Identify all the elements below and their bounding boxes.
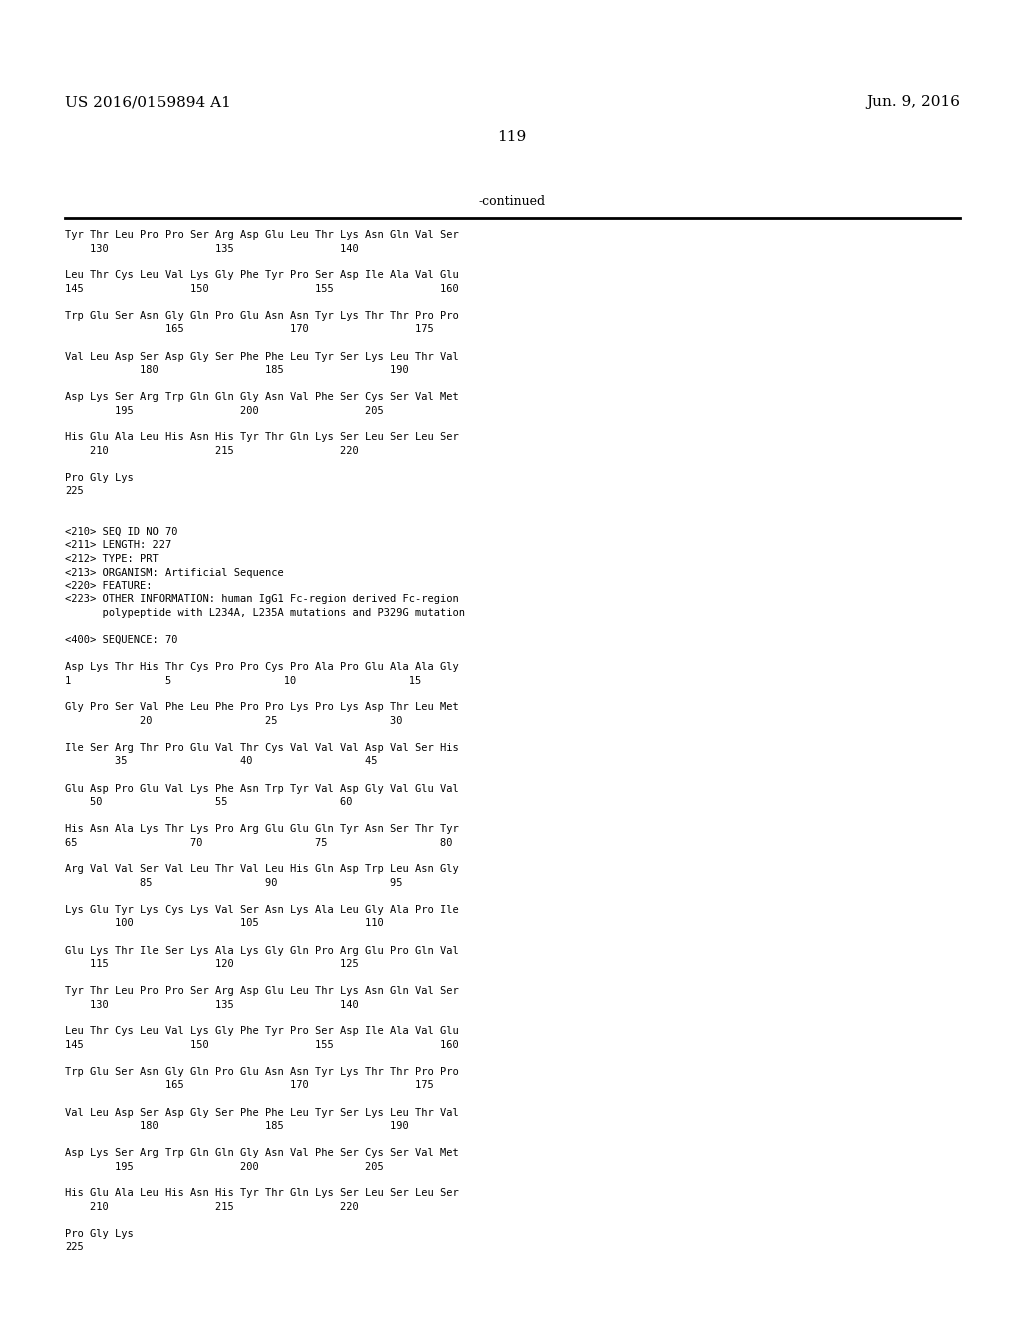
Text: Leu Thr Cys Leu Val Lys Gly Phe Tyr Pro Ser Asp Ile Ala Val Glu: Leu Thr Cys Leu Val Lys Gly Phe Tyr Pro …: [65, 271, 459, 281]
Text: 210                 215                 220: 210 215 220: [65, 1203, 358, 1212]
Text: 165                 170                 175: 165 170 175: [65, 325, 434, 334]
Text: Glu Lys Thr Ile Ser Lys Ala Lys Gly Gln Pro Arg Glu Pro Gln Val: Glu Lys Thr Ile Ser Lys Ala Lys Gly Gln …: [65, 945, 459, 956]
Text: 180                 185                 190: 180 185 190: [65, 366, 409, 375]
Text: Lys Glu Tyr Lys Cys Lys Val Ser Asn Lys Ala Leu Gly Ala Pro Ile: Lys Glu Tyr Lys Cys Lys Val Ser Asn Lys …: [65, 906, 459, 915]
Text: 100                 105                 110: 100 105 110: [65, 919, 384, 928]
Text: His Glu Ala Leu His Asn His Tyr Thr Gln Lys Ser Leu Ser Leu Ser: His Glu Ala Leu His Asn His Tyr Thr Gln …: [65, 1188, 459, 1199]
Text: Asp Lys Thr His Thr Cys Pro Pro Cys Pro Ala Pro Glu Ala Ala Gly: Asp Lys Thr His Thr Cys Pro Pro Cys Pro …: [65, 663, 459, 672]
Text: 145                 150                 155                 160: 145 150 155 160: [65, 1040, 459, 1049]
Text: 225: 225: [65, 487, 84, 496]
Text: Tyr Thr Leu Pro Pro Ser Arg Asp Glu Leu Thr Lys Asn Gln Val Ser: Tyr Thr Leu Pro Pro Ser Arg Asp Glu Leu …: [65, 986, 459, 997]
Text: 145                 150                 155                 160: 145 150 155 160: [65, 284, 459, 294]
Text: 130                 135                 140: 130 135 140: [65, 999, 358, 1010]
Text: 225: 225: [65, 1242, 84, 1253]
Text: 130                 135                 140: 130 135 140: [65, 243, 358, 253]
Text: Arg Val Val Ser Val Leu Thr Val Leu His Gln Asp Trp Leu Asn Gly: Arg Val Val Ser Val Leu Thr Val Leu His …: [65, 865, 459, 874]
Text: 65                  70                  75                  80: 65 70 75 80: [65, 837, 453, 847]
Text: His Asn Ala Lys Thr Lys Pro Arg Glu Glu Gln Tyr Asn Ser Thr Tyr: His Asn Ala Lys Thr Lys Pro Arg Glu Glu …: [65, 824, 459, 834]
Text: <211> LENGTH: 227: <211> LENGTH: 227: [65, 540, 171, 550]
Text: Ile Ser Arg Thr Pro Glu Val Thr Cys Val Val Val Asp Val Ser His: Ile Ser Arg Thr Pro Glu Val Thr Cys Val …: [65, 743, 459, 752]
Text: Val Leu Asp Ser Asp Gly Ser Phe Phe Leu Tyr Ser Lys Leu Thr Val: Val Leu Asp Ser Asp Gly Ser Phe Phe Leu …: [65, 1107, 459, 1118]
Text: polypeptide with L234A, L235A mutations and P329G mutation: polypeptide with L234A, L235A mutations …: [65, 609, 465, 618]
Text: Glu Asp Pro Glu Val Lys Phe Asn Trp Tyr Val Asp Gly Val Glu Val: Glu Asp Pro Glu Val Lys Phe Asn Trp Tyr …: [65, 784, 459, 793]
Text: Trp Glu Ser Asn Gly Gln Pro Glu Asn Asn Tyr Lys Thr Thr Pro Pro: Trp Glu Ser Asn Gly Gln Pro Glu Asn Asn …: [65, 1067, 459, 1077]
Text: <212> TYPE: PRT: <212> TYPE: PRT: [65, 554, 159, 564]
Text: <220> FEATURE:: <220> FEATURE:: [65, 581, 153, 591]
Text: Tyr Thr Leu Pro Pro Ser Arg Asp Glu Leu Thr Lys Asn Gln Val Ser: Tyr Thr Leu Pro Pro Ser Arg Asp Glu Leu …: [65, 230, 459, 240]
Text: 210                 215                 220: 210 215 220: [65, 446, 358, 455]
Text: Leu Thr Cys Leu Val Lys Gly Phe Tyr Pro Ser Asp Ile Ala Val Glu: Leu Thr Cys Leu Val Lys Gly Phe Tyr Pro …: [65, 1027, 459, 1036]
Text: US 2016/0159894 A1: US 2016/0159894 A1: [65, 95, 230, 110]
Text: 20                  25                  30: 20 25 30: [65, 715, 402, 726]
Text: Gly Pro Ser Val Phe Leu Phe Pro Pro Lys Pro Lys Asp Thr Leu Met: Gly Pro Ser Val Phe Leu Phe Pro Pro Lys …: [65, 702, 459, 713]
Text: Asp Lys Ser Arg Trp Gln Gln Gly Asn Val Phe Ser Cys Ser Val Met: Asp Lys Ser Arg Trp Gln Gln Gly Asn Val …: [65, 1148, 459, 1158]
Text: Pro Gly Lys: Pro Gly Lys: [65, 1229, 134, 1239]
Text: <223> OTHER INFORMATION: human IgG1 Fc-region derived Fc-region: <223> OTHER INFORMATION: human IgG1 Fc-r…: [65, 594, 459, 605]
Text: 195                 200                 205: 195 200 205: [65, 405, 384, 416]
Text: Val Leu Asp Ser Asp Gly Ser Phe Phe Leu Tyr Ser Lys Leu Thr Val: Val Leu Asp Ser Asp Gly Ser Phe Phe Leu …: [65, 351, 459, 362]
Text: Jun. 9, 2016: Jun. 9, 2016: [866, 95, 961, 110]
Text: <400> SEQUENCE: 70: <400> SEQUENCE: 70: [65, 635, 177, 645]
Text: 119: 119: [498, 129, 526, 144]
Text: 1               5                  10                  15: 1 5 10 15: [65, 676, 421, 685]
Text: 85                  90                  95: 85 90 95: [65, 878, 402, 888]
Text: <210> SEQ ID NO 70: <210> SEQ ID NO 70: [65, 527, 177, 537]
Text: 165                 170                 175: 165 170 175: [65, 1081, 434, 1090]
Text: 50                  55                  60: 50 55 60: [65, 797, 352, 807]
Text: -continued: -continued: [478, 195, 546, 209]
Text: 180                 185                 190: 180 185 190: [65, 1121, 409, 1131]
Text: 195                 200                 205: 195 200 205: [65, 1162, 384, 1172]
Text: His Glu Ala Leu His Asn His Tyr Thr Gln Lys Ser Leu Ser Leu Ser: His Glu Ala Leu His Asn His Tyr Thr Gln …: [65, 433, 459, 442]
Text: 35                  40                  45: 35 40 45: [65, 756, 378, 767]
Text: Trp Glu Ser Asn Gly Gln Pro Glu Asn Asn Tyr Lys Thr Thr Pro Pro: Trp Glu Ser Asn Gly Gln Pro Glu Asn Asn …: [65, 312, 459, 321]
Text: 115                 120                 125: 115 120 125: [65, 960, 358, 969]
Text: Asp Lys Ser Arg Trp Gln Gln Gly Asn Val Phe Ser Cys Ser Val Met: Asp Lys Ser Arg Trp Gln Gln Gly Asn Val …: [65, 392, 459, 403]
Text: Pro Gly Lys: Pro Gly Lys: [65, 473, 134, 483]
Text: <213> ORGANISM: Artificial Sequence: <213> ORGANISM: Artificial Sequence: [65, 568, 284, 578]
